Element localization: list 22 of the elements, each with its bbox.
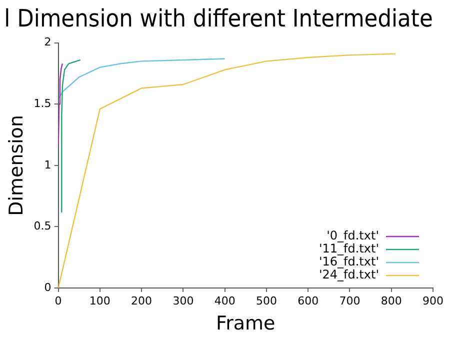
x-tick-label: 100 xyxy=(89,294,110,308)
x-axis-title: Frame xyxy=(216,312,276,335)
x-tick-label: 800 xyxy=(380,294,402,308)
legend-label: '11_fd.txt' xyxy=(318,242,379,256)
x-tick-label: 0 xyxy=(54,294,62,308)
y-tick-label: 1.5 xyxy=(34,96,52,110)
legend-label: '0_fd.txt' xyxy=(326,228,379,243)
x-tick-label: 300 xyxy=(172,294,194,308)
y-axis-title: Dimension xyxy=(5,114,28,216)
x-tick-label: 400 xyxy=(214,294,236,308)
x-tick-label: 200 xyxy=(131,294,152,308)
chart-title: l Dimension with different Intermediate xyxy=(4,6,433,33)
legend-label: '24_fd.txt' xyxy=(318,268,379,282)
y-tick-label: 2 xyxy=(44,36,52,49)
x-tick-label: 500 xyxy=(256,294,277,308)
y-tick-label: 0.5 xyxy=(34,220,52,233)
y-tick-label: 0 xyxy=(44,280,52,294)
y-tick-label: 1 xyxy=(44,158,52,172)
x-tick-label: 700 xyxy=(339,294,360,308)
x-tick-label: 900 xyxy=(422,294,444,308)
legend-label: '16_fd.txt' xyxy=(318,254,379,269)
x-tick-label: 600 xyxy=(298,294,319,308)
